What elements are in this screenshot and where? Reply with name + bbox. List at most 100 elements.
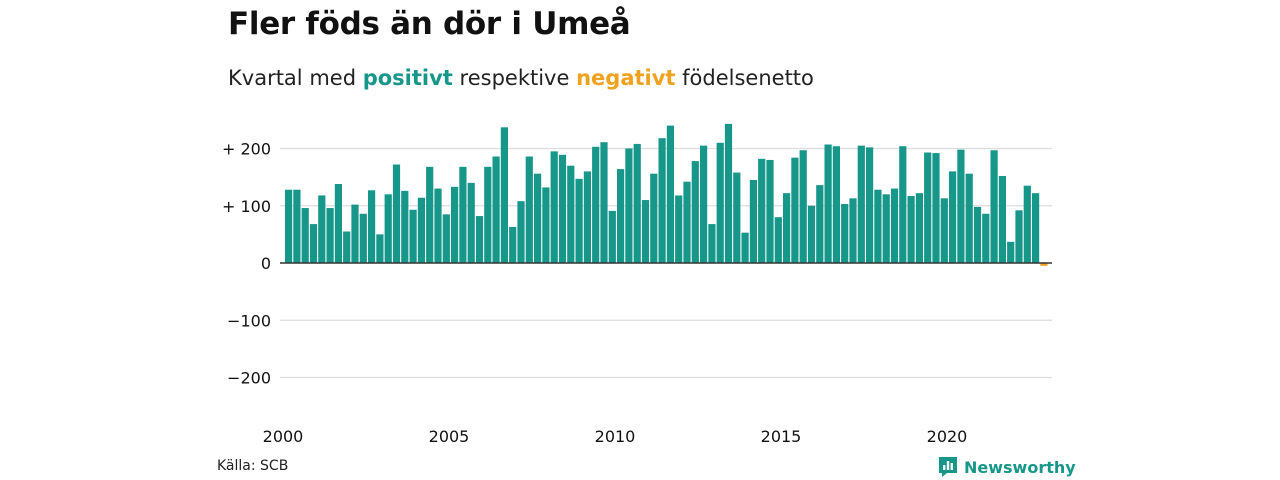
page-title: Fler föds än dör i Umeå: [228, 6, 631, 42]
bar: [451, 186, 459, 263]
bar: [517, 201, 525, 263]
bar: [816, 185, 824, 263]
subtitle-negative-word: negativt: [576, 66, 676, 90]
source-note: Källa: SCB: [217, 458, 289, 474]
bar: [973, 206, 982, 263]
bar: [957, 149, 965, 263]
bar: [442, 214, 450, 263]
bar: [658, 138, 666, 263]
y-tick-label: −200: [227, 369, 271, 388]
bar: [534, 173, 542, 263]
bar: [998, 175, 1006, 263]
bars-layer: [285, 123, 1048, 266]
bar: [675, 195, 683, 263]
bar: [285, 189, 293, 263]
bar: [807, 205, 816, 263]
y-tick-label: + 200: [222, 140, 271, 159]
bar: [683, 181, 691, 263]
bar: [384, 194, 392, 263]
bar: [982, 213, 990, 263]
bar: [368, 190, 376, 263]
bar: [857, 145, 865, 263]
bar: [434, 188, 442, 263]
bar: [783, 193, 791, 263]
x-tick-label: 2010: [595, 427, 636, 446]
y-tick-label: + 100: [222, 197, 271, 216]
bar: [301, 208, 309, 263]
bar: [459, 166, 467, 263]
bar: [550, 151, 558, 263]
bar: [841, 204, 849, 263]
bar: [641, 200, 650, 264]
bar: [500, 127, 508, 263]
subtitle-middle: respektive: [459, 66, 570, 90]
bar: [334, 184, 342, 263]
bar: [293, 189, 301, 263]
bar: [899, 146, 907, 263]
bar: [592, 146, 600, 263]
bar: [791, 157, 799, 263]
bar: [583, 171, 591, 263]
bar: [509, 226, 517, 263]
y-tick-label: 0: [261, 254, 271, 273]
bar: [1007, 241, 1015, 263]
bar: [650, 173, 658, 263]
bar: [866, 147, 874, 263]
bar: [600, 142, 608, 263]
x-tick-label: 2005: [429, 427, 470, 446]
bar: [492, 156, 500, 263]
y-tick-label: −100: [227, 311, 271, 330]
bar: [990, 150, 998, 263]
bar: [1032, 193, 1040, 263]
bar: [965, 173, 973, 263]
bar: [733, 172, 741, 263]
bar: [376, 234, 384, 264]
bar: [351, 204, 359, 263]
grid-layer: [280, 147, 1052, 379]
bar: [392, 164, 401, 263]
bar: [633, 143, 641, 263]
bar: [749, 179, 757, 263]
subtitle-prefix: Kvartal med: [228, 66, 357, 90]
bar: [774, 217, 782, 263]
bar: [824, 144, 832, 263]
bar: [915, 193, 923, 263]
bar: [625, 148, 633, 263]
x-axis-labels: 2000 2005 2010 2015 2020: [263, 427, 968, 446]
bar: [1040, 263, 1048, 266]
brand-logo: Newsworthy: [938, 456, 1076, 478]
bar: [608, 210, 616, 263]
bar: [700, 145, 708, 263]
bar: [401, 190, 409, 264]
bar: [567, 165, 575, 264]
bar: [832, 146, 840, 263]
bar: [724, 123, 733, 263]
bar: [849, 198, 857, 263]
bar: [1015, 210, 1023, 263]
bar: [932, 153, 940, 263]
bar: [484, 166, 492, 263]
bar: [326, 208, 334, 263]
bar-chart-speech-bubble-icon: [939, 457, 957, 477]
bar: [575, 178, 583, 263]
bar: [741, 232, 749, 263]
chart-subtitle: Kvartal med positivt respektive negativt…: [228, 66, 814, 90]
bar: [617, 169, 625, 263]
subtitle-suffix: födelsenetto: [682, 66, 814, 90]
bar: [525, 156, 533, 263]
bar: [882, 194, 890, 263]
x-tick-label: 2020: [927, 427, 968, 446]
bar: [907, 196, 915, 263]
bar: [475, 216, 484, 264]
bar: [1023, 185, 1031, 263]
bar: [716, 142, 724, 263]
brand-name: Newsworthy: [964, 457, 1076, 477]
bar: [924, 152, 932, 263]
bar: [708, 224, 716, 263]
bar: [343, 231, 351, 263]
bar: [874, 189, 882, 263]
x-tick-label: 2000: [263, 427, 304, 446]
subtitle-positive-word: positivt: [362, 66, 453, 90]
bar: [758, 158, 766, 264]
